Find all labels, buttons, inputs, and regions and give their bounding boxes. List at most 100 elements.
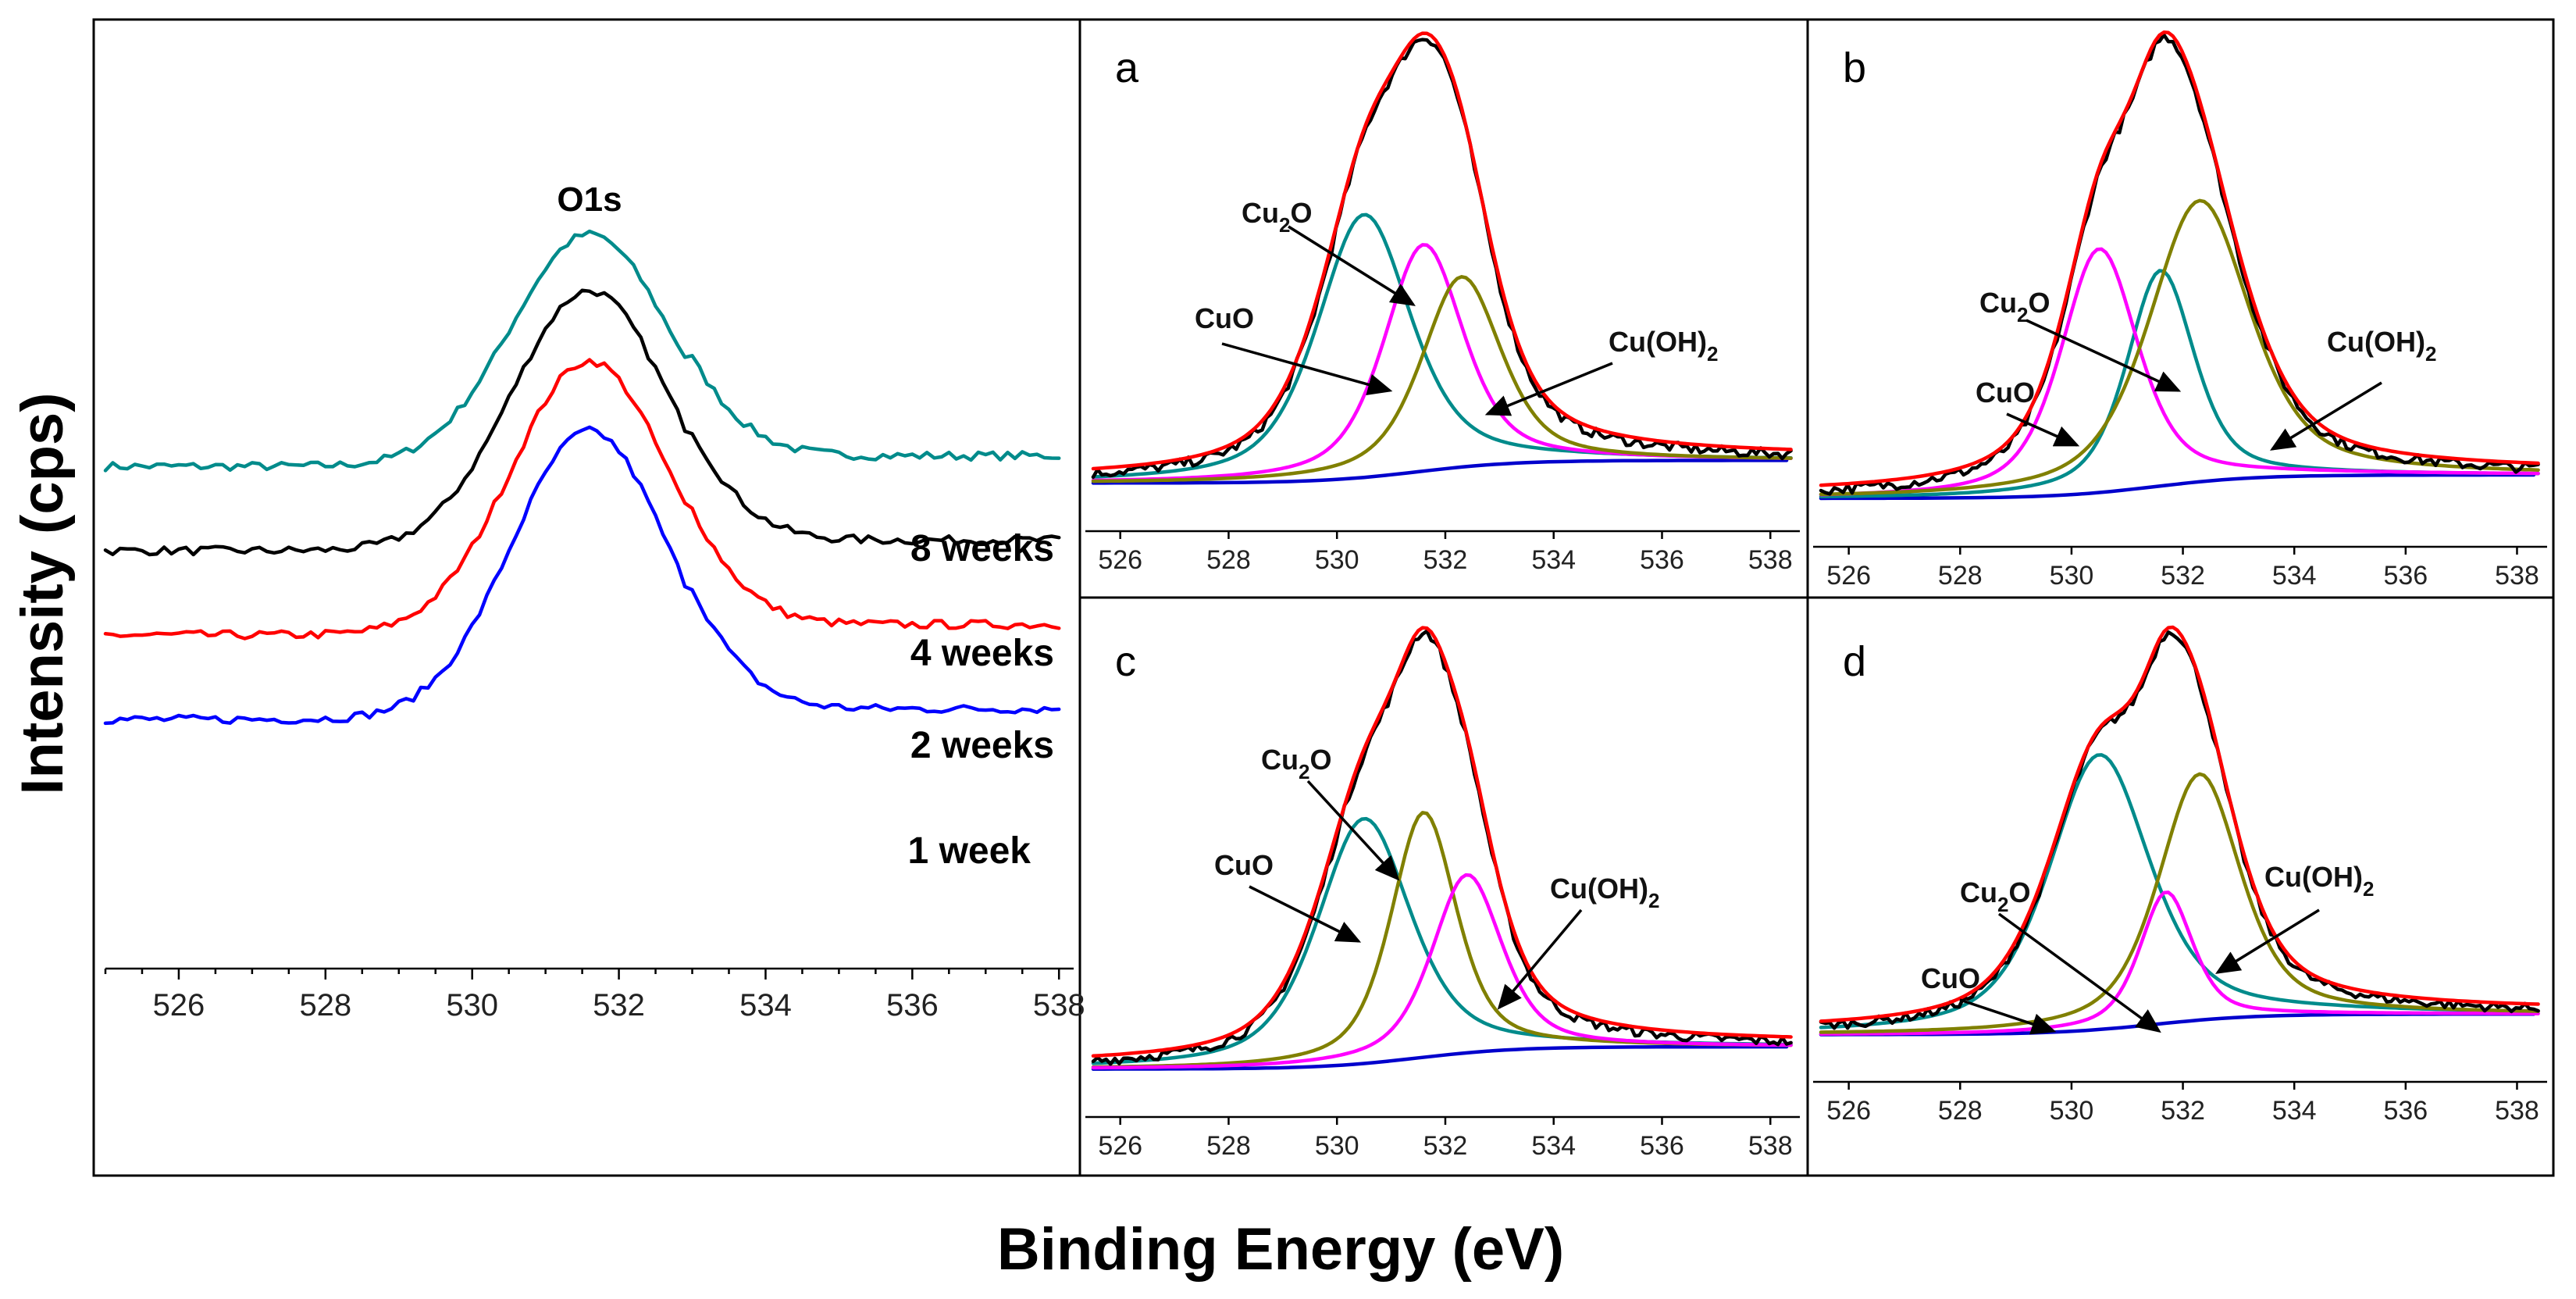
panel-d-tick-label: 526 <box>1826 1096 1871 1126</box>
panel-b-tick-label: 526 <box>1826 561 1871 591</box>
panel-c-component-cu2o <box>1091 811 1793 1069</box>
panel-letter-a: a <box>1115 45 1139 91</box>
panel-c-background <box>1091 1044 1789 1071</box>
legend-1-week: 1 week <box>908 830 1031 872</box>
main-series-1-week <box>103 425 1061 726</box>
panel-c: 526 528 530 532 534 536 538 c CuO Cu2O Cu(OH)2 <box>1085 626 1800 1161</box>
panel-b-tick-label: 534 <box>2272 561 2317 591</box>
panel-c-arrow-cuo <box>1249 885 1362 943</box>
panel-c-tick-label: 526 <box>1098 1131 1142 1161</box>
panel-b-tick-label: 538 <box>2495 561 2539 591</box>
panel-letter-b: b <box>1843 45 1866 91</box>
panel-b: 526 528 530 532 534 536 538 b CuO Cu2O Cu(OH)2 <box>1813 30 2547 591</box>
main-series-8-weeks <box>103 229 1061 473</box>
panel-b-arrow-cuoh2 <box>2270 381 2382 451</box>
panel-b-raw-data <box>1819 33 2540 496</box>
main-tick-label: 534 <box>739 988 792 1022</box>
panel-letter-c: c <box>1115 638 1136 685</box>
panel-a-tick-label: 536 <box>1640 545 1684 575</box>
panel-b-component-cuoh2 <box>1819 198 2540 497</box>
main-tick-label: 536 <box>886 988 939 1022</box>
panel-a-label-cuoh2: Cu(OH)2 <box>1609 326 1718 366</box>
panel-a-tick-label: 530 <box>1315 545 1359 575</box>
main-tick-label: 528 <box>299 988 351 1022</box>
panel-c-tick-label: 536 <box>1640 1131 1684 1161</box>
panel-d-component-cuoh2 <box>1819 772 2540 1034</box>
panel-a-arrow-cu2o <box>1288 225 1416 306</box>
panel-a-tick-label: 538 <box>1748 545 1793 575</box>
panel-a-tick-label: 532 <box>1423 545 1468 575</box>
panel-a-raw-data <box>1091 37 1793 480</box>
panel-b-component-cu2o <box>1819 247 2540 497</box>
panel-a-arrow-cuo <box>1221 342 1393 395</box>
main-tick-label: 532 <box>593 988 645 1022</box>
panel-b-background <box>1819 473 2536 501</box>
panel-d-envelope <box>1819 625 2540 1023</box>
panel-a-tick-label: 526 <box>1098 545 1142 575</box>
panel-d-arrow-cuoh2 <box>2215 908 2320 974</box>
panel-c-component-cuoh2 <box>1091 873 1793 1070</box>
y-axis-title: Intensity (cps) <box>9 392 76 794</box>
panel-c-label-cuoh2: Cu(OH)2 <box>1550 873 1659 912</box>
panel-b-arrow-cuo <box>2006 412 2080 447</box>
panel-d-raw-data <box>1819 630 2540 1030</box>
panel-c-tick-label: 528 <box>1206 1131 1251 1161</box>
panel-c-tick-label: 534 <box>1531 1131 1576 1161</box>
main-series-4-weeks <box>103 288 1061 557</box>
panel-d-label-cuoh2: Cu(OH)2 <box>2264 861 2374 901</box>
panel-d-tick-label: 528 <box>1938 1096 1983 1126</box>
panel-a-arrow-cuoh2 <box>1484 362 1613 416</box>
panel-letter-d: d <box>1843 638 1866 685</box>
panel-d-tick-label: 534 <box>2272 1096 2317 1126</box>
main-tick-label: 538 <box>1033 988 1085 1022</box>
panel-a-background <box>1091 459 1789 485</box>
panel-b-envelope <box>1819 30 2540 487</box>
panel-d-tick-label: 536 <box>2383 1096 2428 1126</box>
panel-d-arrow-cuo <box>1959 998 2057 1035</box>
panel-b-arrow-cu2o <box>2026 319 2182 392</box>
panel-c-tick-label: 532 <box>1423 1131 1468 1161</box>
panel-b-label-cuoh2: Cu(OH)2 <box>2327 326 2436 366</box>
main-tick-label: 530 <box>446 988 498 1022</box>
main-series-2-weeks <box>103 358 1061 641</box>
panel-c-envelope <box>1091 626 1793 1058</box>
panel-b-tick-label: 536 <box>2383 561 2428 591</box>
main-tick-label: 526 <box>153 988 205 1022</box>
panel-d-tick-label: 530 <box>2050 1096 2094 1126</box>
panel-a-component-cuoh2 <box>1091 275 1793 484</box>
main-panel: O1s 526 528 530 532 534 536 538 8 weeks 4 week… <box>103 180 1085 1022</box>
panel-a-envelope <box>1091 31 1793 471</box>
legend-8-weeks: 8 weeks <box>910 528 1054 569</box>
panel-a-tick-label: 534 <box>1531 545 1576 575</box>
panel-c-tick-label: 538 <box>1748 1131 1793 1161</box>
panel-c-arrow-cuoh2 <box>1497 908 1583 1010</box>
panel-a-tick-label: 528 <box>1206 545 1251 575</box>
panel-b-tick-label: 532 <box>2161 561 2205 591</box>
panel-a-label-cuo: CuO <box>1195 302 1254 334</box>
panel-b-tick-label: 530 <box>2050 561 2094 591</box>
main-title: O1s <box>557 180 622 219</box>
panel-d-tick-label: 532 <box>2161 1096 2205 1126</box>
panel-b-label-cu2o: Cu2O <box>1979 287 2050 327</box>
panel-a-label-cu2o: Cu2O <box>1242 197 1312 237</box>
panel-d-tick-label: 538 <box>2495 1096 2539 1126</box>
panel-a: 526 528 530 532 534 536 538 a CuO Cu2O Cu(OH)2 <box>1085 31 1800 575</box>
panel-d-arrow-cu2o <box>1997 912 2161 1033</box>
panel-c-label-cu2o: Cu2O <box>1261 744 1331 783</box>
legend-4-weeks: 4 weeks <box>910 633 1054 674</box>
panel-d-label-cu2o: Cu2O <box>1960 876 2030 916</box>
panel-d-component-cu2o <box>1819 890 2540 1036</box>
panel-d: 526 528 530 532 534 536 538 d CuO Cu2O Cu(OH)2 <box>1813 625 2547 1126</box>
legend-2-weeks: 2 weeks <box>910 725 1054 766</box>
panel-b-tick-label: 528 <box>1938 561 1983 591</box>
main-x-ticks: 526 528 530 532 534 536 538 <box>104 969 1085 1022</box>
panel-c-label-cuo: CuO <box>1214 849 1274 881</box>
panel-c-tick-label: 530 <box>1315 1131 1359 1161</box>
panel-c-arrow-cu2o <box>1306 780 1400 881</box>
main-traces <box>103 229 1061 726</box>
x-axis-title: Binding Energy (eV) <box>997 1216 1564 1283</box>
panel-b-label-cuo: CuO <box>1976 376 2035 409</box>
panel-b-component-cuo <box>1819 269 2540 499</box>
panel-d-label-cuo: CuO <box>1921 962 1980 994</box>
